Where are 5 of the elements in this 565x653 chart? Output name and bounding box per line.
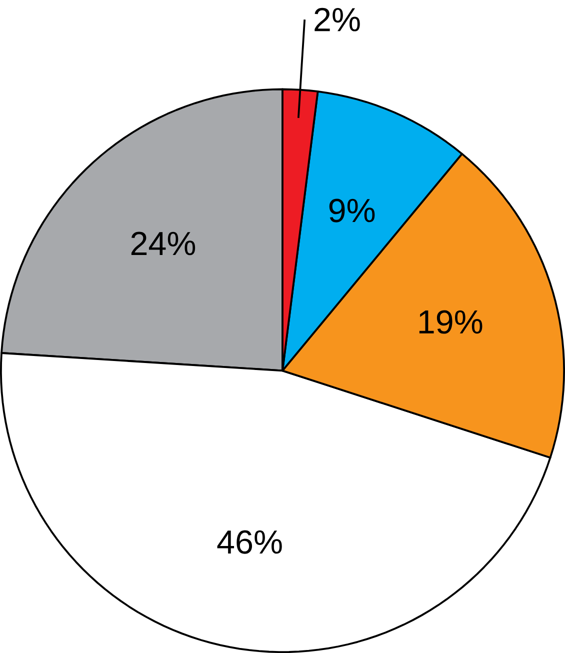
data-label: 9% [329,198,375,222]
data-label: 2% [314,8,360,32]
data-label: 24% [131,232,196,256]
data-label: 46% [217,530,282,554]
data-label: 19% [419,310,482,334]
